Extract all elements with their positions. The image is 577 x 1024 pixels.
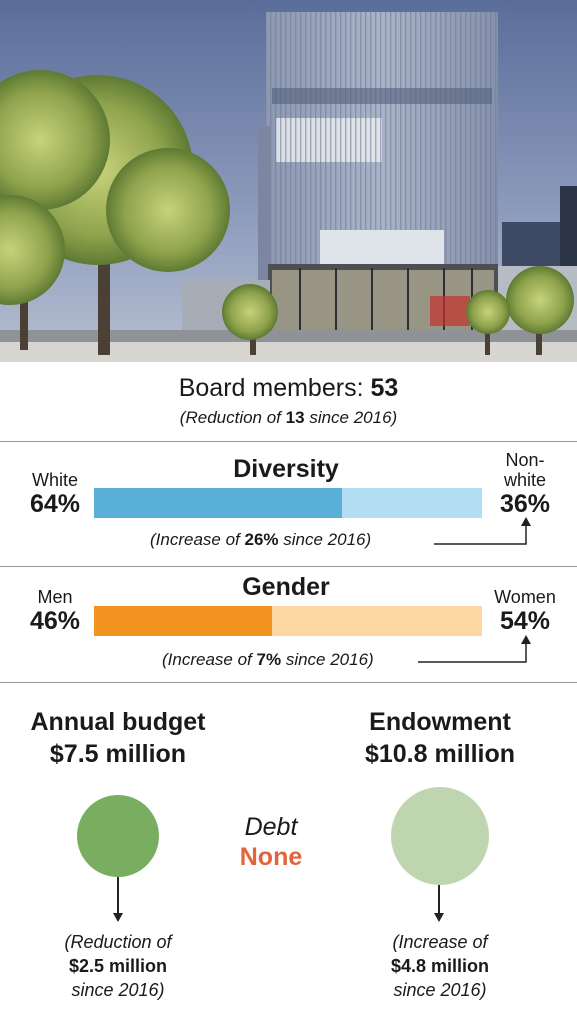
divider xyxy=(0,566,577,567)
board-members-label: Board members: xyxy=(178,374,364,402)
board-note-suffix: since 2016) xyxy=(309,408,398,427)
debt-value: None xyxy=(239,843,303,871)
note-prefix: (Increase of xyxy=(150,530,240,549)
category-label: Men xyxy=(37,587,73,607)
note-prefix: (Reduction of xyxy=(64,932,172,952)
endowment-title: Endowment xyxy=(369,708,511,736)
note-prefix: (Increase of xyxy=(162,650,252,669)
note-suffix: since 2016) xyxy=(393,980,487,1000)
category-label-line: Non- xyxy=(505,450,545,470)
data-label: 36% xyxy=(499,490,551,518)
bar-segment-white xyxy=(94,488,343,518)
divider xyxy=(0,441,577,442)
debt-label: Debt xyxy=(244,813,298,841)
budget-amount: $7.5 million xyxy=(49,740,187,768)
chart-title: Diversity xyxy=(233,455,339,483)
down-arrow-icon xyxy=(434,913,444,922)
note-value: $4.8 million xyxy=(390,956,490,976)
change-note: (Increase of 7% since 2016) xyxy=(162,650,374,670)
data-label: 46% xyxy=(29,607,81,635)
note-suffix: since 2016) xyxy=(283,530,372,549)
bar-segment-non-white xyxy=(342,488,482,518)
data-label: 64% xyxy=(29,490,81,518)
bar-segment-men xyxy=(94,606,273,636)
data-label: 54% xyxy=(499,607,551,635)
endowment-amount: $10.8 million xyxy=(364,740,516,768)
note-value: $2.5 million xyxy=(68,956,168,976)
board-note-prefix: (Reduction of xyxy=(179,408,281,427)
bar-segment-women xyxy=(272,606,482,636)
budget-arrow-line xyxy=(117,877,119,915)
divider xyxy=(0,682,577,683)
board-section: Board members: 53 (Reduction of 13 since… xyxy=(0,362,577,442)
category-label: White xyxy=(31,470,78,490)
note-prefix: (Increase of xyxy=(392,932,488,952)
endowment-change-note: (Increase of $4.8 million since 2016) xyxy=(330,930,550,1002)
note-value: 26% xyxy=(244,530,279,549)
budget-change-note: (Reduction of $2.5 million since 2016) xyxy=(0,930,236,1002)
category-label: Women xyxy=(494,587,556,607)
board-members-value: 53 xyxy=(370,374,399,402)
endowment-circle xyxy=(391,787,489,885)
endowment-arrow-line xyxy=(438,885,440,915)
change-arrow-icon xyxy=(418,635,531,663)
budget-title: Annual budget xyxy=(30,708,206,736)
board-change-note: (Reduction of 13 since 2016) xyxy=(0,408,577,428)
building-photo xyxy=(0,0,577,362)
category-label: Non- white xyxy=(490,450,560,490)
down-arrow-icon xyxy=(113,913,123,922)
note-value: 7% xyxy=(256,650,282,669)
stacked-bar xyxy=(94,606,482,636)
note-suffix: since 2016) xyxy=(71,980,165,1000)
stacked-bar xyxy=(94,488,482,518)
change-arrow-icon xyxy=(434,517,531,545)
budget-circle xyxy=(77,795,159,877)
board-members-line: Board members: 53 xyxy=(0,374,577,403)
category-label-line: white xyxy=(503,470,547,490)
change-note: (Increase of 26% since 2016) xyxy=(150,530,371,550)
note-suffix: since 2016) xyxy=(285,650,374,669)
chart-title: Gender xyxy=(242,573,330,601)
board-note-value: 13 xyxy=(285,408,305,427)
